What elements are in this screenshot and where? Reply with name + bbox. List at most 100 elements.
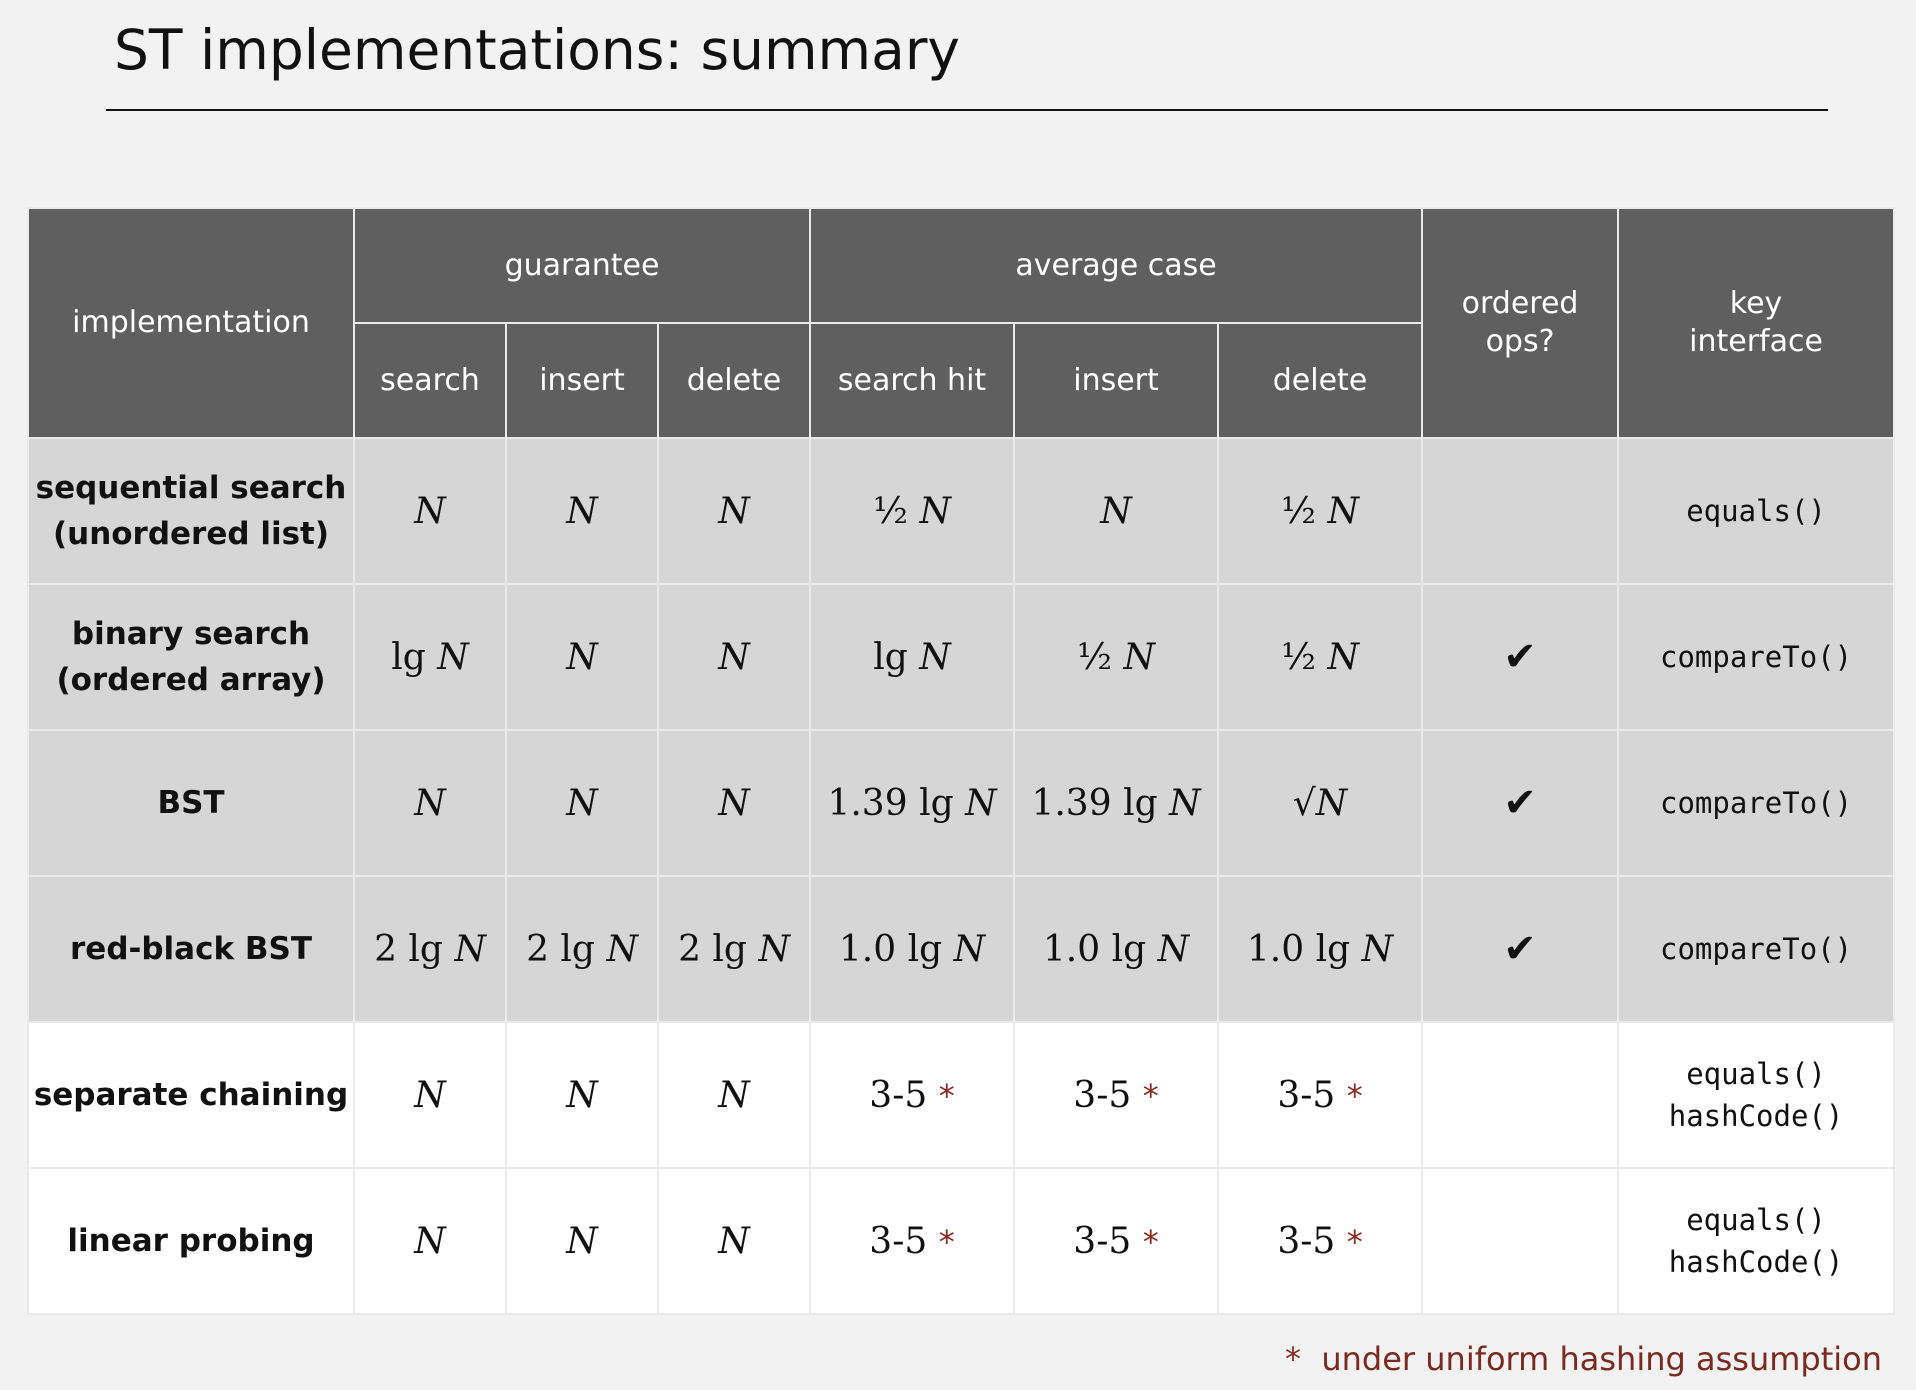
implementation-name: linear probing xyxy=(27,1167,355,1315)
cost-cell: N xyxy=(656,729,812,877)
cost-cell: 2 lg N xyxy=(656,875,812,1023)
header-ordered-ops: ordered ops? xyxy=(1421,207,1620,439)
cost-cell: 3-5 * xyxy=(1217,1021,1424,1169)
cost-coefficient: 3-5 xyxy=(1277,1220,1336,1262)
lg-symbol: lg xyxy=(919,782,954,824)
key-interface-method: equals() xyxy=(1686,1057,1826,1091)
cost-variable: N xyxy=(1100,490,1132,532)
cost-variable: N xyxy=(1327,636,1359,678)
cost-cell: N xyxy=(656,1167,812,1315)
cost-cell: N xyxy=(656,583,812,731)
table-header: implementation guarantee average case or… xyxy=(27,207,1896,439)
cost-cell: 3-5 * xyxy=(809,1021,1016,1169)
cost-cell: 1.39 lg N xyxy=(1013,729,1220,877)
cost-variable: N xyxy=(718,1220,750,1262)
header-average-case: average case xyxy=(809,207,1424,324)
cost-cell: 1.0 lg N xyxy=(1217,875,1424,1023)
cost-variable: N xyxy=(566,1220,598,1262)
cost-cell: ½ N xyxy=(1013,583,1220,731)
cost-variable: N xyxy=(718,490,750,532)
cost-variable: N xyxy=(566,782,598,824)
hashing-footnote-star: * xyxy=(1346,1222,1363,1261)
implementation-name: BST xyxy=(27,729,355,877)
cost-variable: N xyxy=(965,782,997,824)
ordered-ops-cell xyxy=(1421,1021,1620,1169)
header-average-search-hit: search hit xyxy=(809,322,1016,439)
cost-cell: lg N xyxy=(809,583,1016,731)
footnote-text: under uniform hashing assumption xyxy=(1321,1340,1882,1378)
title-divider xyxy=(106,109,1828,111)
implementation-name: binary search (ordered array) xyxy=(27,583,355,731)
implementation-name-line: red-black BST xyxy=(70,931,312,967)
lg-symbol: lg xyxy=(1111,928,1147,970)
cost-cell: N xyxy=(353,1021,507,1169)
table-row: separate chaining N N N 3-5 * 3-5 * 3-5 * equal… xyxy=(27,1021,1896,1169)
cost-cell: N xyxy=(353,1167,507,1315)
cost-variable: N xyxy=(566,636,598,678)
cost-variable: N xyxy=(1169,782,1201,824)
sqrt-symbol: √ xyxy=(1292,782,1316,824)
cost-cell: N xyxy=(656,1021,812,1169)
cost-coefficient: 3-5 xyxy=(869,1074,928,1116)
header-guarantee-delete: delete xyxy=(656,322,812,439)
cost-variable: N xyxy=(718,1074,750,1116)
cost-variable: N xyxy=(414,1220,446,1262)
key-interface-method: equals() xyxy=(1686,1203,1826,1237)
cost-cell: ½ N xyxy=(1217,437,1424,585)
implementation-name: separate chaining xyxy=(27,1021,355,1169)
table-row: linear probing N N N 3-5 * 3-5 * 3-5 * equals()… xyxy=(27,1167,1896,1315)
ordered-ops-cell: ✔ xyxy=(1421,875,1620,1023)
cost-cell: 3-5 * xyxy=(1013,1167,1220,1315)
cost-cell: N xyxy=(353,437,507,585)
implementation-name-line: (ordered array) xyxy=(56,662,326,698)
cost-coefficient: 1.39 xyxy=(1031,782,1112,824)
cost-variable: N xyxy=(1157,928,1190,970)
implementation-name-line: separate chaining xyxy=(33,1077,349,1113)
cost-variable: N xyxy=(414,782,446,824)
cost-variable: N xyxy=(414,1074,446,1116)
checkmark-icon: ✔ xyxy=(1503,634,1537,680)
hashing-footnote-star: * xyxy=(938,1076,955,1115)
key-interface-cell: compareTo() xyxy=(1617,729,1896,877)
key-interface-method: compareTo() xyxy=(1660,786,1853,820)
lg-symbol: lg xyxy=(560,928,595,970)
cost-coefficient: 1.0 xyxy=(1246,928,1305,970)
cost-variable: N xyxy=(1123,636,1155,678)
header-guarantee-insert: insert xyxy=(505,322,659,439)
key-interface-method: hashCode() xyxy=(1668,1099,1844,1133)
cost-cell: N xyxy=(353,729,507,877)
cost-cell: 3-5 * xyxy=(1013,1021,1220,1169)
cost-coefficient: 2 xyxy=(526,928,549,970)
cost-cell: ½ N xyxy=(809,437,1016,585)
key-interface-method: compareTo() xyxy=(1660,640,1853,674)
cost-cell: 2 lg N xyxy=(505,875,659,1023)
cost-variable: N xyxy=(566,1074,598,1116)
header-guarantee-search: search xyxy=(353,322,507,439)
lg-symbol: lg xyxy=(408,928,443,970)
header-key-interface-line: key xyxy=(1729,286,1783,321)
cost-cell: N xyxy=(505,583,659,731)
cost-variable: N xyxy=(606,928,638,970)
cost-cell: 2 lg N xyxy=(353,875,507,1023)
ordered-ops-cell xyxy=(1421,1167,1620,1315)
implementation-name-line: (unordered list) xyxy=(52,516,330,552)
header-key-interface-line: interface xyxy=(1689,324,1823,359)
st-summary-table: implementation guarantee average case or… xyxy=(27,207,1896,1315)
cost-variable: N xyxy=(454,928,486,970)
cost-variable: N xyxy=(718,636,750,678)
cost-cell: N xyxy=(505,1167,659,1315)
cost-cell: N xyxy=(656,437,812,585)
implementation-name-line: BST xyxy=(157,785,225,821)
cost-cell: N xyxy=(505,729,659,877)
cost-coefficient: ½ xyxy=(1281,636,1316,678)
header-guarantee: guarantee xyxy=(352,207,812,324)
key-interface-cell: compareTo() xyxy=(1617,875,1896,1023)
lg-symbol: lg xyxy=(873,636,908,678)
hashing-footnote-star: * xyxy=(1142,1076,1159,1115)
cost-coefficient: 1.0 xyxy=(838,928,897,970)
header-key-interface: key interface xyxy=(1617,207,1896,439)
cost-cell: 1.39 lg N xyxy=(809,729,1016,877)
implementation-name-line: sequential search xyxy=(35,470,347,506)
cost-coefficient: 2 xyxy=(374,928,397,970)
